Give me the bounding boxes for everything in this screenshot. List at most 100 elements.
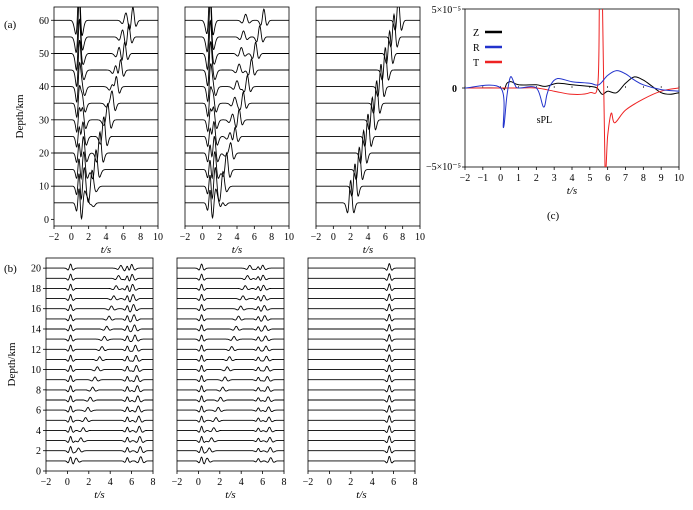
plot-frame <box>307 257 416 472</box>
x-tick-label: 3 <box>552 173 557 184</box>
x-tick-label: 2 <box>217 477 222 488</box>
y-tick-label-top: 5×10⁻⁵ <box>432 5 461 16</box>
trace-line <box>308 445 415 454</box>
trace-line <box>185 63 289 103</box>
trace-line <box>46 344 153 352</box>
legend-label-r: R <box>473 43 480 54</box>
trace-line <box>177 283 284 292</box>
x-tick-label: 8 <box>269 232 274 243</box>
trace-line <box>46 354 153 362</box>
y-tick-label: 40 <box>39 82 49 93</box>
x-tick-label: 8 <box>151 477 156 488</box>
x-tick-label: 6 <box>129 477 134 488</box>
traces <box>54 7 158 221</box>
trace-line <box>177 344 284 352</box>
trace-line <box>185 188 289 220</box>
x-tick-label: 0 <box>200 232 205 243</box>
trace-line <box>185 106 289 133</box>
trace-line <box>308 394 415 403</box>
trace-line <box>316 7 420 32</box>
chart-b2: −2 0 2 4 6 8 t/s <box>172 257 287 501</box>
x-tick-label: 0 <box>331 232 336 243</box>
trace-line <box>46 415 153 423</box>
trace-line <box>46 405 153 413</box>
x-tick-label: 4 <box>370 477 375 488</box>
trace-line <box>46 374 153 383</box>
x-axis-label: t/s <box>363 244 373 256</box>
trace-line <box>185 167 289 202</box>
trace-line <box>308 273 415 281</box>
trace-line <box>177 415 284 423</box>
traces <box>316 7 420 214</box>
x-tick-label: 6 <box>121 232 126 243</box>
trace-line <box>46 364 153 372</box>
trace-line <box>46 435 153 443</box>
trace-line <box>54 84 158 119</box>
trace-line <box>177 435 284 443</box>
trace-line <box>54 167 158 204</box>
trace-line <box>177 425 284 433</box>
x-axis-label: t/s <box>225 489 235 501</box>
plot-frame <box>315 6 421 227</box>
x-tick-label: −2 <box>49 232 60 243</box>
trace-line <box>185 120 289 148</box>
series-line-r <box>465 70 679 129</box>
plot-frame <box>176 257 285 472</box>
trace-line <box>308 313 415 322</box>
chart-a2: −2 0 2 4 6 8 10 t/s <box>180 6 294 256</box>
trace-line <box>177 456 284 465</box>
x-tick-label: −2 <box>180 232 191 243</box>
trace-line <box>308 405 415 413</box>
y-tick-label-zero: 0 <box>452 84 457 95</box>
x-tick-label: 8 <box>641 173 646 184</box>
plot-frame <box>184 6 290 227</box>
x-tick-label: −1 <box>478 173 489 184</box>
panel-tag-a: (a) <box>4 19 17 31</box>
x-tick-label: −2 <box>172 477 183 488</box>
trace-line <box>308 435 415 444</box>
y-tick-label: 0 <box>44 215 49 226</box>
y-tick-label: 0 <box>36 467 41 478</box>
series-group <box>465 9 679 167</box>
trace-line <box>46 324 153 333</box>
trace-line <box>185 7 289 36</box>
trace-line <box>46 395 153 403</box>
trace-line <box>46 456 153 465</box>
x-tick-label: 4 <box>104 232 109 243</box>
trace-line <box>54 7 158 36</box>
traces <box>185 7 289 220</box>
y-tick-label: 2 <box>36 446 41 457</box>
y-tick-label: 4 <box>36 426 41 437</box>
x-tick-label: 8 <box>282 477 287 488</box>
legend-label-z: Z <box>473 28 479 39</box>
trace-line <box>177 445 284 454</box>
y-axis-label: Depth/km <box>14 94 26 138</box>
x-tick-label: 6 <box>260 477 265 488</box>
annotation-spl: sPL <box>537 115 553 126</box>
trace-line <box>316 146 420 181</box>
y-tick-label: 6 <box>36 406 41 417</box>
x-axis-label: t/s <box>94 489 104 501</box>
x-tick-label: −2 <box>311 232 322 243</box>
trace-line <box>308 283 415 292</box>
chart-b3: −2 0 2 4 6 8 t/s <box>303 257 418 501</box>
trace-line <box>54 18 158 72</box>
x-tick-label: 5 <box>587 173 592 184</box>
y-tick-label: 18 <box>31 284 41 295</box>
x-tick-label: 0 <box>65 477 70 488</box>
y-tick-label: 50 <box>39 49 49 60</box>
x-tick-label: 8 <box>413 477 418 488</box>
trace-line <box>316 46 420 81</box>
trace-line <box>308 323 415 332</box>
trace-line <box>316 95 420 131</box>
trace-line <box>316 163 420 197</box>
trace-line <box>185 151 289 180</box>
x-tick-label: 6 <box>252 232 257 243</box>
traces <box>46 263 153 465</box>
trace-line <box>177 364 284 372</box>
trace-line <box>177 405 284 413</box>
trace-line <box>177 273 284 281</box>
